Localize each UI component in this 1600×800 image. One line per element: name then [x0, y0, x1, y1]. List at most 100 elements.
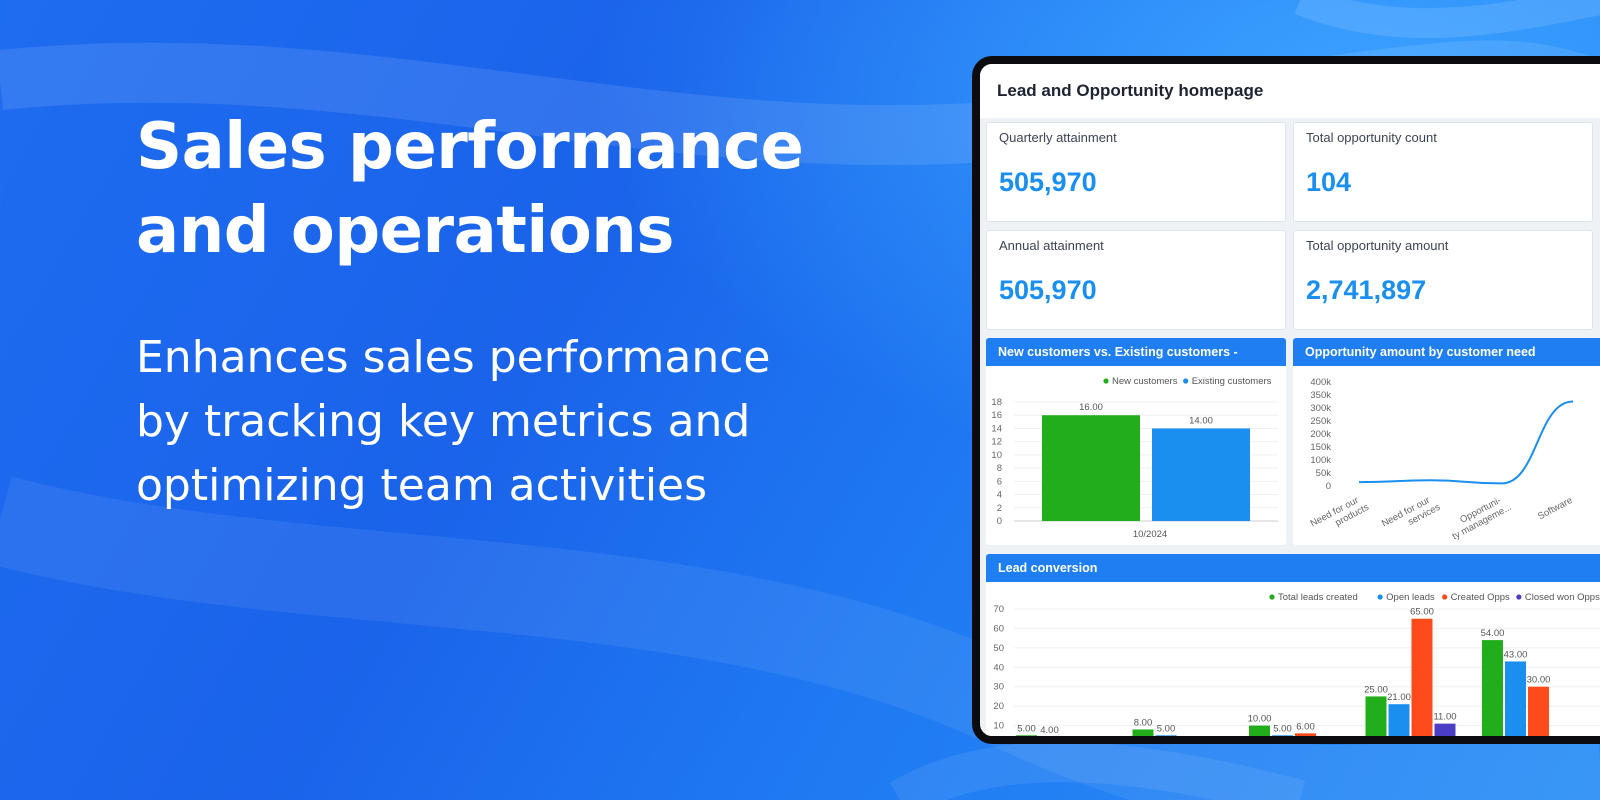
- hero-subtitle: Enhances sales performance by tracking k…: [136, 326, 856, 518]
- bar: [1388, 704, 1410, 736]
- y-tick-label: 0: [997, 516, 1002, 527]
- y-tick-label: 40: [993, 662, 1004, 673]
- y-tick-label: 70: [993, 604, 1004, 615]
- x-tick-label: Software: [1536, 495, 1574, 522]
- y-tick-label: 0: [1326, 481, 1331, 492]
- bar: [1155, 735, 1177, 736]
- bar: [1249, 725, 1270, 736]
- bar: [1042, 415, 1140, 521]
- bar: [1411, 618, 1433, 736]
- legend-marker: [1442, 594, 1448, 600]
- dashboard-title: Lead and Opportunity homepage: [980, 64, 1600, 118]
- kpi-card-quarterly-attainment[interactable]: Quarterly attainment 505,970: [986, 122, 1286, 222]
- hero-title: Sales performance and operations: [136, 105, 804, 273]
- series-line: [1358, 400, 1574, 485]
- data-label: 16.00: [1079, 402, 1103, 413]
- legend-label: Open leads: [1386, 592, 1435, 603]
- kpi-value: 505,970: [999, 167, 1097, 197]
- data-label: 65.00: [1410, 607, 1434, 618]
- hero-subtitle-line: optimizing team activities: [136, 460, 708, 511]
- hero-title-line: Sales performance: [136, 110, 804, 184]
- chart-title: New customers vs. Existing customers -: [986, 338, 1286, 366]
- data-label: 11.00: [1433, 712, 1456, 723]
- chart-panel-lead-conversion[interactable]: Lead conversion Total leads created Open …: [986, 554, 1600, 736]
- y-tick-label: 16: [991, 410, 1002, 421]
- bar: [1482, 640, 1503, 736]
- bar: [1016, 735, 1037, 736]
- kpi-card-total-opportunity-count[interactable]: Total opportunity count 104: [1293, 122, 1593, 222]
- y-tick-label: 12: [991, 437, 1002, 448]
- y-tick-label: 14: [991, 423, 1002, 434]
- kpi-label: Total opportunity count: [1306, 130, 1437, 145]
- legend-label: Created Opps: [1451, 592, 1510, 603]
- bar: [1132, 729, 1154, 736]
- data-label: 10.00: [1248, 714, 1272, 725]
- legend-label: Existing customers: [1192, 376, 1272, 387]
- y-tick-label: 20: [993, 701, 1004, 712]
- x-tick-label: 10/2024: [1133, 529, 1167, 540]
- bar: [1434, 723, 1456, 736]
- y-tick-label: 60: [993, 623, 1004, 634]
- data-label: 14.00: [1189, 415, 1213, 426]
- data-label: 30.00: [1527, 675, 1551, 686]
- bar: [1528, 686, 1549, 736]
- bar-chart-lead-conversion: Total leads created Open leads Created Opp…: [993, 592, 1600, 736]
- bar: [1505, 661, 1526, 736]
- data-label: 43.00: [1504, 649, 1528, 660]
- y-tick-label: 18: [991, 397, 1002, 408]
- hero-subtitle-line: by tracking key metrics and: [136, 396, 751, 447]
- kpi-value: 104: [1306, 167, 1352, 197]
- data-label: 25.00: [1364, 684, 1388, 695]
- legend-label: Closed won Opps: [1525, 592, 1600, 603]
- hero-title-line: and operations: [136, 194, 674, 268]
- kpi-label: Annual attainment: [999, 238, 1104, 253]
- data-label: 5.00: [1017, 723, 1036, 734]
- data-label: 8.00: [1134, 717, 1153, 728]
- y-tick-label: 50k: [1316, 468, 1332, 479]
- y-tick-label: 8: [997, 463, 1002, 474]
- y-tick-label: 250k: [1310, 416, 1331, 427]
- legend-label: New customers: [1112, 376, 1178, 387]
- chart-title: Opportunity amount by customer need: [1293, 338, 1600, 366]
- y-tick-label: 350k: [1310, 390, 1331, 401]
- dashboard-screen: Lead and Opportunity homepage Quarterly …: [980, 64, 1600, 736]
- legend-marker: [1269, 594, 1275, 600]
- x-tick-label: Need for ourservices: [1380, 492, 1442, 539]
- data-label: 4.00: [1040, 725, 1059, 736]
- legend-marker: [1377, 594, 1383, 600]
- kpi-card-annual-attainment[interactable]: Annual attainment 505,970: [986, 230, 1286, 330]
- kpi-label: Total opportunity amount: [1306, 238, 1449, 253]
- y-tick-label: 150k: [1310, 442, 1331, 453]
- kpi-value: 2,741,897: [1306, 275, 1427, 305]
- chart-title: Lead conversion: [986, 554, 1600, 582]
- legend-marker: [1183, 378, 1189, 384]
- data-label: 6.00: [1296, 721, 1315, 732]
- y-tick-label: 2: [997, 503, 1002, 514]
- x-tick-label: Need for ourproducts: [1309, 492, 1371, 539]
- bar-chart-new-vs-existing: New customers Existing customers 0 2 4 6 8 10 12…: [991, 376, 1278, 540]
- chart-panel-new-vs-existing[interactable]: New customers vs. Existing customers - N…: [986, 338, 1286, 545]
- bar: [1272, 735, 1293, 736]
- legend-label: Total leads created: [1278, 592, 1358, 603]
- kpi-label: Quarterly attainment: [999, 130, 1117, 145]
- y-tick-label: 400k: [1310, 377, 1331, 388]
- data-label: 5.00: [1273, 723, 1292, 734]
- bar: [1152, 428, 1250, 521]
- kpi-card-total-opportunity-amount[interactable]: Total opportunity amount 2,741,897: [1293, 230, 1593, 330]
- y-tick-label: 10: [993, 721, 1004, 732]
- y-tick-label: 4: [997, 490, 1002, 501]
- y-tick-label: 10: [991, 450, 1002, 461]
- line-chart-opportunity-by-need: 0 50k 100k 150k 200k 250k 300k 350k 400k Need for…: [1309, 377, 1575, 542]
- y-tick-label: 50: [993, 643, 1004, 654]
- data-label: 21.00: [1387, 692, 1411, 703]
- bar: [1295, 733, 1316, 736]
- y-tick-label: 6: [997, 476, 1002, 487]
- legend-marker: [1516, 594, 1522, 600]
- y-tick-label: 200k: [1310, 429, 1331, 440]
- x-tick-label: Opportuni-ty manageme...: [1445, 492, 1513, 542]
- chart-panel-opportunity-by-need[interactable]: Opportunity amount by customer need 0 50k…: [1293, 338, 1600, 545]
- data-label: 5.00: [1157, 723, 1176, 734]
- y-tick-label: 100k: [1310, 455, 1331, 466]
- bar: [1365, 696, 1387, 736]
- y-tick-label: 300k: [1310, 403, 1331, 414]
